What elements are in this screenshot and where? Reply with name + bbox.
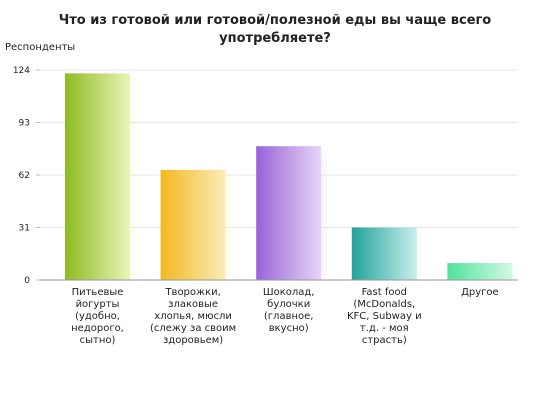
- category-label: Питьевые: [72, 287, 124, 298]
- category-label: Творожки,: [164, 287, 220, 298]
- category-label: здоровьем): [163, 335, 223, 346]
- category-label: Шоколад,: [263, 287, 315, 298]
- bar: [65, 73, 130, 280]
- chart-title-line: Что из готовой или готовой/полезной еды …: [59, 13, 492, 28]
- category-label: хлопья, мюсли: [154, 311, 232, 322]
- category-label: KFC, Subway и: [347, 311, 422, 322]
- y-tick-label: 93: [19, 119, 30, 129]
- y-axis-ticks: 0 31 62 93 124: [13, 66, 40, 286]
- category-label: сытно): [80, 335, 116, 346]
- category-label: (удобно,: [75, 311, 120, 322]
- bar: [351, 227, 417, 280]
- bar: [447, 263, 513, 280]
- y-tick-label: 62: [19, 171, 30, 181]
- bar: [256, 146, 322, 280]
- y-tick-label: 31: [19, 224, 30, 234]
- bar: [160, 169, 226, 280]
- y-axis-label: Респонденты: [5, 42, 75, 53]
- chart-title-line: употребляете?: [219, 31, 331, 46]
- y-tick-label: 0: [24, 276, 30, 286]
- category-label: йогурты: [76, 299, 120, 310]
- category-label: т.д. - моя: [360, 323, 409, 334]
- bars: [65, 73, 519, 280]
- category-label: злаковые: [168, 299, 218, 310]
- category-label: вкусно): [269, 323, 309, 334]
- category-label: (слежу за своим: [150, 323, 236, 334]
- category-label: недорого,: [71, 323, 124, 334]
- y-tick-label: 124: [13, 66, 30, 76]
- category-label: (McDonalds,: [353, 299, 415, 310]
- chart-title: Что из готовой или готовой/полезной еды …: [59, 13, 492, 46]
- category-label: Другое: [461, 287, 499, 298]
- category-label: страсть): [362, 335, 407, 346]
- category-label: (главное,: [264, 311, 314, 322]
- category-label: булочки: [267, 299, 310, 310]
- category-label: Fast food: [362, 287, 407, 298]
